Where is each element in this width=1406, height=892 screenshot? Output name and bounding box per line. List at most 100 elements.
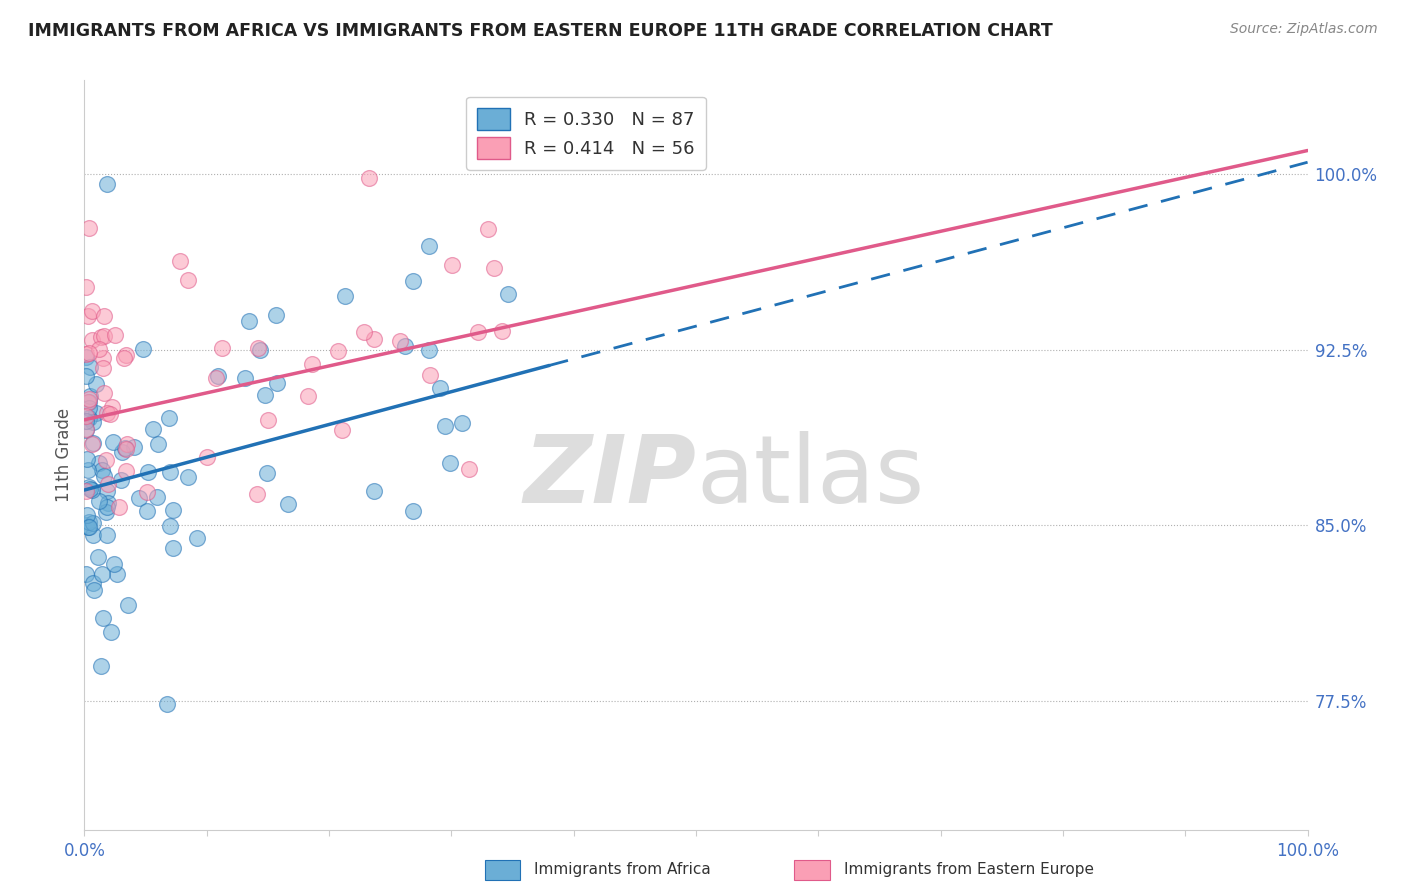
Point xyxy=(496,287,519,301)
Point xyxy=(93,468,115,483)
Legend: R = 0.330   N = 87, R = 0.414   N = 56: R = 0.330 N = 87, R = 0.414 N = 56 xyxy=(467,97,706,169)
Point xyxy=(110,473,132,487)
Point xyxy=(363,484,385,499)
Point xyxy=(162,503,184,517)
Point xyxy=(440,258,463,272)
Point xyxy=(159,466,181,480)
Point xyxy=(176,273,198,287)
Point xyxy=(146,490,169,504)
Point xyxy=(114,442,136,456)
Point xyxy=(75,350,97,364)
Point xyxy=(107,500,129,515)
Point xyxy=(266,376,288,391)
Point xyxy=(75,347,97,361)
Point xyxy=(75,518,97,533)
Point xyxy=(105,566,128,581)
Point xyxy=(96,177,118,191)
Point xyxy=(491,324,513,338)
Point xyxy=(419,368,441,382)
Point xyxy=(75,409,97,423)
Point xyxy=(91,361,114,376)
Point xyxy=(115,348,138,362)
Point xyxy=(135,485,157,500)
Point xyxy=(87,342,110,356)
Point xyxy=(91,566,114,581)
Point xyxy=(79,520,101,534)
Text: IMMIGRANTS FROM AFRICA VS IMMIGRANTS FROM EASTERN EUROPE 11TH GRADE CORRELATION : IMMIGRANTS FROM AFRICA VS IMMIGRANTS FRO… xyxy=(28,22,1053,40)
Point xyxy=(79,483,101,497)
Point xyxy=(132,343,155,357)
Point xyxy=(205,371,228,385)
Text: Source: ZipAtlas.com: Source: ZipAtlas.com xyxy=(1230,22,1378,37)
Point xyxy=(80,333,103,347)
Point xyxy=(91,611,114,625)
Point xyxy=(79,480,101,494)
Point xyxy=(111,445,134,459)
Point xyxy=(90,330,112,344)
Point xyxy=(82,415,104,429)
Point xyxy=(136,465,159,479)
Point xyxy=(211,341,233,355)
Point xyxy=(75,369,97,384)
Point xyxy=(80,483,103,497)
Point xyxy=(253,388,276,402)
Point xyxy=(104,327,127,342)
Point xyxy=(433,419,456,434)
Point xyxy=(247,342,270,356)
Point xyxy=(75,280,97,294)
Point xyxy=(77,520,100,534)
Point xyxy=(79,389,101,403)
Point xyxy=(186,531,208,545)
Point xyxy=(467,325,489,339)
Point xyxy=(402,504,425,518)
Point xyxy=(76,508,98,522)
Point xyxy=(115,437,138,451)
Point xyxy=(93,328,115,343)
Point xyxy=(177,469,200,483)
Point xyxy=(297,389,319,403)
Point xyxy=(82,528,104,542)
Point xyxy=(76,452,98,467)
Text: ZIP: ZIP xyxy=(523,432,696,524)
Point xyxy=(162,541,184,555)
Point xyxy=(75,566,97,581)
Point xyxy=(157,411,180,425)
Point xyxy=(115,442,138,456)
Point xyxy=(84,406,107,420)
Point xyxy=(249,343,271,358)
Point xyxy=(77,401,100,416)
Point xyxy=(112,351,135,365)
Point xyxy=(402,274,425,288)
Point xyxy=(328,343,350,358)
Y-axis label: 11th Grade: 11th Grade xyxy=(55,408,73,502)
Point xyxy=(451,417,474,431)
Point xyxy=(207,369,229,384)
Point xyxy=(115,464,138,478)
Point xyxy=(79,221,101,235)
Point xyxy=(76,463,98,477)
Point xyxy=(79,359,101,374)
Point xyxy=(87,549,110,564)
Point xyxy=(439,457,461,471)
Point xyxy=(75,423,97,437)
Point xyxy=(353,325,375,339)
Point xyxy=(418,343,440,357)
Point xyxy=(75,414,97,428)
Point xyxy=(101,435,124,450)
Point xyxy=(98,407,121,421)
Point xyxy=(93,309,115,323)
Point xyxy=(330,423,353,437)
Point xyxy=(77,392,100,407)
Point xyxy=(90,658,112,673)
Point xyxy=(75,422,97,436)
Point xyxy=(458,462,481,476)
Point xyxy=(142,422,165,436)
Point xyxy=(266,309,288,323)
Point xyxy=(93,385,115,400)
Point xyxy=(84,376,107,391)
Point xyxy=(80,303,103,318)
Point xyxy=(359,171,381,186)
Point xyxy=(482,260,505,275)
Point xyxy=(97,477,120,491)
Point xyxy=(96,483,118,498)
